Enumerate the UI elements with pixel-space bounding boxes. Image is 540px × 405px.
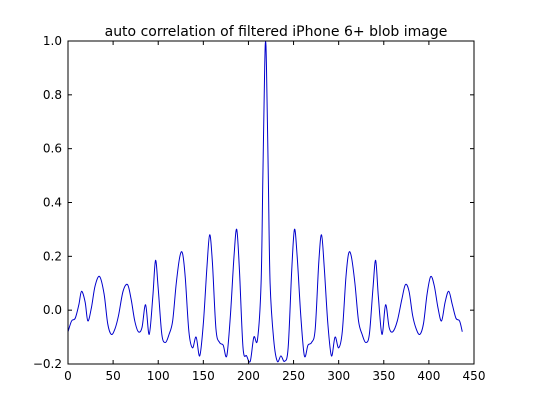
y-tick-label: −0.2 [33,357,62,371]
x-tick-label: 0 [64,369,72,383]
series-line-0 [67,40,463,363]
x-tick-label: 400 [417,369,440,383]
x-tick-label: 350 [372,369,395,383]
y-tick-label: 0.2 [43,249,62,263]
x-tick-label: 250 [282,369,305,383]
x-tick-label: 100 [147,369,170,383]
y-tick-label: 1.0 [43,34,62,48]
y-tick-label: 0.8 [43,88,62,102]
x-tick-label: 450 [463,369,486,383]
x-tick-label: 50 [105,369,120,383]
x-tick-label: 200 [237,369,260,383]
y-tick-label: 0.0 [43,303,62,317]
x-tick-label: 150 [192,369,215,383]
axis-ticks: 0 50 100 150 200 250 300 350 400 450 −0.2 0.0 0.2 0.4… [33,34,486,383]
y-tick-label: 0.4 [43,196,62,210]
plot-frame [67,40,475,365]
x-tick-label: 300 [327,369,350,383]
plot-area [67,40,463,363]
y-tick-label: 0.6 [43,142,62,156]
chart-title: auto correlation of filtered iPhone 6+ b… [105,24,448,40]
